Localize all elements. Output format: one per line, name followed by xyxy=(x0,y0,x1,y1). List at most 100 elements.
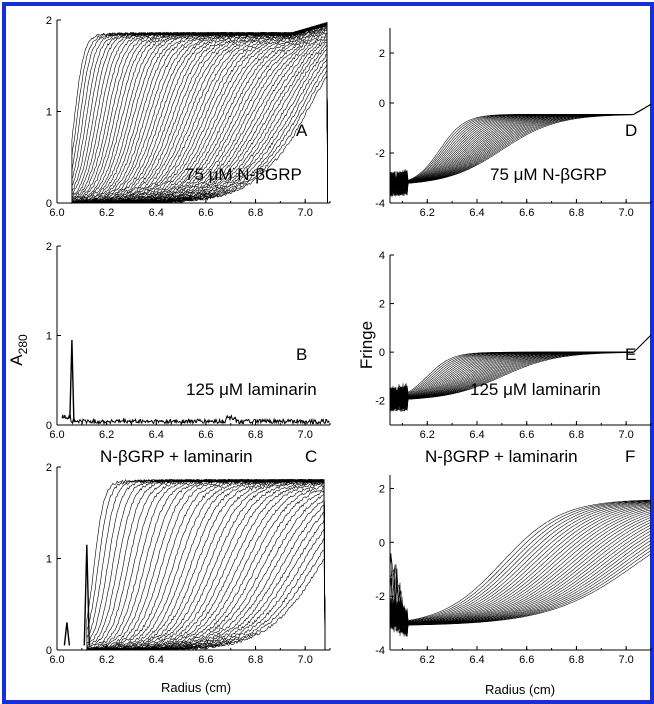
scan-trace xyxy=(86,481,326,651)
x-tick-label: 6.6 xyxy=(198,654,213,666)
x-tick-label: 6.6 xyxy=(519,654,534,666)
x-tick-label: 7.0 xyxy=(618,207,633,219)
fringe-trace xyxy=(389,335,652,412)
y-tick-label: -2 xyxy=(375,148,385,160)
fringe-trace xyxy=(389,506,652,633)
x-tick-label: 6.4 xyxy=(469,654,484,666)
fringe-trace xyxy=(389,334,652,411)
panel-annotation: 125 μM laminarin xyxy=(470,380,601,399)
panel-annotation: 75 μM N-βGRP xyxy=(490,165,607,184)
fringe-trace xyxy=(389,335,652,411)
scan-trace xyxy=(61,414,330,426)
a280-main: A xyxy=(7,354,26,366)
y-tick-label: 0 xyxy=(379,537,385,549)
x-tick-label: 6.6 xyxy=(198,207,213,219)
scan-trace xyxy=(86,512,326,651)
panel-letter: C xyxy=(305,447,317,466)
panel-letter: A xyxy=(296,121,308,140)
panel-B: 6.0 6.2 6.4 6.6 6.8 7.0 0 1 2 B 125 μM laminarin xyxy=(46,241,331,441)
panel-letter: E xyxy=(625,345,636,364)
x-tick-label: 6.4 xyxy=(469,207,484,219)
meniscus-peak xyxy=(83,544,90,646)
x-tick-label: 6.4 xyxy=(469,429,484,441)
y-tick-label: -2 xyxy=(375,591,385,603)
fringe-trace xyxy=(389,334,652,411)
fringe-trace xyxy=(389,500,651,630)
y-tick-label: 2 xyxy=(46,15,52,27)
fringe-trace xyxy=(389,104,652,194)
x-tick-label: 6.4 xyxy=(149,429,164,441)
x-tick-label: 7.0 xyxy=(298,654,313,666)
fringe-trace xyxy=(389,501,652,623)
x-tick-label: 6.8 xyxy=(569,207,584,219)
y-tick-label: -4 xyxy=(375,198,385,210)
x-tick-label: 6.2 xyxy=(420,654,435,666)
fringe-trace xyxy=(389,335,652,411)
fringe-trace xyxy=(389,503,652,633)
fringe-trace xyxy=(389,334,652,411)
x-tick-label: 7.0 xyxy=(298,429,313,441)
x-tick-label: 6.6 xyxy=(198,429,213,441)
x-tick-label: 6.8 xyxy=(248,654,263,666)
x-tick-label: 6.8 xyxy=(248,429,263,441)
fringe-trace xyxy=(389,504,652,634)
panel-letter: F xyxy=(625,447,635,466)
fringe-trace xyxy=(389,335,652,412)
y-tick-label: 1 xyxy=(46,107,52,119)
fringe-trace xyxy=(389,507,652,633)
x-tick-label: 6.4 xyxy=(149,207,164,219)
x-tick-label: 6.2 xyxy=(420,429,435,441)
panel-C: 6.0 6.2 6.4 6.6 6.8 7.0 0 1 2 C N-βGRP + laminarin xyxy=(46,447,331,666)
fringe-trace xyxy=(389,335,652,412)
scan-trace xyxy=(86,485,326,651)
y-tick-label: 0 xyxy=(379,98,385,110)
y-tick-label: 0 xyxy=(46,645,52,657)
x-tick-label: 6.2 xyxy=(99,207,114,219)
fringe-trace xyxy=(389,335,652,412)
panel-D: 6.2 6.4 6.6 6.8 7.0 -4 -2 0 2 D 75 μM N-βGRP xyxy=(375,28,652,219)
panel-letter: B xyxy=(296,345,307,364)
fringe-trace xyxy=(389,500,651,633)
scan-trace xyxy=(71,74,328,204)
y-tick-label: 2 xyxy=(379,48,385,60)
y-tick-label: 2 xyxy=(379,299,385,311)
y-axis-label-a280: A280 xyxy=(7,334,30,366)
x-tick-label: 7.0 xyxy=(618,654,633,666)
panel-E: 6.2 6.4 6.6 6.8 7.0 -2 0 2 4 E 125 μM laminarin xyxy=(375,250,652,441)
x-tick-label: 6.2 xyxy=(99,429,114,441)
x-tick-label: 7.0 xyxy=(298,207,313,219)
a280-subscript: 280 xyxy=(16,334,30,354)
y-tick-label: 2 xyxy=(379,483,385,495)
fringe-trace xyxy=(389,500,652,632)
x-tick-label: 6.4 xyxy=(149,654,164,666)
fringe-trace xyxy=(389,502,652,633)
y-axis-label-fringe: Fringe xyxy=(357,321,376,369)
x-tick-label: 6.8 xyxy=(569,429,584,441)
fringe-trace xyxy=(389,553,652,632)
fringe-trace xyxy=(389,511,652,634)
panel-annotation: 75 μM N-βGRP xyxy=(185,165,302,184)
y-tick-label: -2 xyxy=(375,396,385,408)
panel-annotation: N-βGRP + laminarin xyxy=(425,447,578,466)
fringe-trace xyxy=(389,505,652,625)
x-tick-label: 6.0 xyxy=(49,207,64,219)
y-tick-label: 0 xyxy=(379,347,385,359)
y-tick-label: 1 xyxy=(46,554,52,566)
fringe-trace xyxy=(389,501,652,635)
scan-trace xyxy=(86,559,326,651)
y-tick-label: -4 xyxy=(375,645,385,657)
y-tick-label: 4 xyxy=(379,250,385,262)
scan-trace xyxy=(86,537,326,651)
fringe-trace xyxy=(389,499,651,623)
panel-F: 6.2 6.4 6.6 6.8 7.0 -4 -2 0 2 F N-βGRP + laminarin xyxy=(375,447,652,666)
fringe-trace xyxy=(389,335,652,413)
x-tick-label: 6.6 xyxy=(519,207,534,219)
scan-trace xyxy=(71,22,328,204)
x-tick-label: 6.8 xyxy=(248,207,263,219)
fringe-trace xyxy=(389,334,652,411)
x-tick-label: 6.0 xyxy=(49,429,64,441)
y-tick-label: 0 xyxy=(46,420,52,432)
y-tick-label: 2 xyxy=(46,462,52,474)
panel-annotation: N-βGRP + laminarin xyxy=(100,447,253,466)
